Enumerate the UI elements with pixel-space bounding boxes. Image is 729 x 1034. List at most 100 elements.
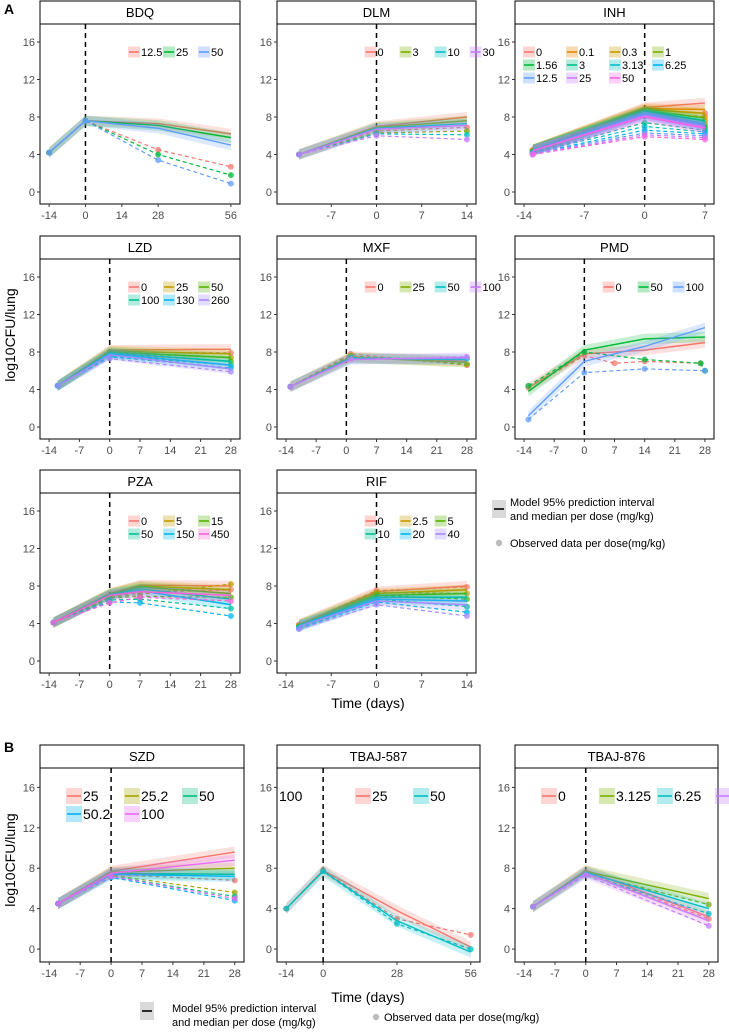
x-axis-label-a: Time (days): [331, 695, 404, 711]
observed-point-pmd-100: [581, 369, 588, 376]
legend-label-dlm-10: 10: [448, 47, 460, 59]
observed-point-rif-0: [463, 583, 470, 590]
legend-label-mxf-25: 25: [413, 282, 425, 294]
model-median-inh-50: [532, 116, 706, 152]
panel-rif: RIF 0 4 8 12 16 -14 -7 0 7 14 0 2.5 5 10 20 40: [260, 469, 477, 691]
legend-label-bdq-25: 25: [176, 47, 188, 59]
y-tick-label-pza: 4: [29, 619, 35, 631]
observed-point-pza-150: [137, 599, 143, 606]
plot-area-pza: [39, 492, 241, 674]
x-tick-label-pmd: 14: [639, 445, 651, 457]
strip-title-tbaj-587: TBAJ-587: [350, 749, 408, 764]
observed-line-szd-25-2: [57, 874, 235, 905]
legend-label-bdq-12-5: 12.5: [141, 47, 162, 59]
x-tick-label-tbaj-876: 14: [641, 968, 653, 980]
legend-label-pza-15: 15: [211, 516, 223, 528]
observed-line-tbaj-876-0: [532, 871, 709, 920]
observed-point-pza-5: [227, 581, 234, 588]
x-tick-label-tbaj-876: 21: [672, 968, 684, 980]
y-tick-label-inh: 0: [504, 187, 510, 199]
legend-label-rif-10: 10: [378, 529, 390, 541]
x-tick-label-szd: -7: [75, 968, 85, 980]
prediction-band-pza-150: [53, 585, 231, 628]
legend-label-mxf-0: 0: [378, 282, 384, 294]
y-tick-label-pza: 8: [29, 581, 35, 593]
strip-title-mxf: MXF: [363, 240, 391, 255]
x-tick-label-tbaj-876: 0: [583, 968, 589, 980]
observed-line-pza-450: [53, 596, 231, 624]
observed-point-bdq-25: [227, 172, 234, 179]
observed-point-pmd-100: [525, 416, 532, 423]
x-tick-label-inh: 0: [642, 210, 648, 222]
observed-point-mxf-25: [463, 361, 470, 368]
y-tick-label-lzd: 12: [23, 310, 35, 322]
y-axis-label-b: log10CFU/lung: [2, 813, 18, 906]
legend-label-rif-20: 20: [413, 529, 425, 541]
x-tick-label-mxf: 7: [373, 445, 379, 457]
prediction-band-dlm-30: [298, 120, 467, 160]
y-tick-label-tbaj-587: 0: [266, 944, 272, 956]
prediction-band-mxf-25: [290, 352, 467, 392]
x-tick-label-tbaj-587: 28: [391, 968, 403, 980]
panel-tbaj-876: TBAJ-8760481216-14-70714212803.1256.2512…: [498, 744, 729, 980]
legend-a: Model 95% prediction interval and median…: [492, 497, 665, 550]
x-tick-label-bdq: 0: [82, 210, 88, 222]
legend-label-szd-50-2: 50.2: [83, 806, 110, 822]
legend-label-szd-50: 50: [199, 788, 215, 804]
x-tick-label-pza: -7: [75, 679, 85, 691]
observed-line-pza-50: [53, 598, 231, 624]
observed-line-tbaj-876-3-125: [532, 872, 709, 908]
observed-point-inh-50: [641, 133, 648, 140]
y-tick-label-rif: 8: [266, 581, 272, 593]
legend-label-tbaj-876-0: 0: [558, 788, 566, 804]
prediction-band-rif-5: [298, 588, 467, 631]
x-tick-label-pmd: 21: [669, 445, 681, 457]
observed-point-mxf-100: [287, 383, 294, 390]
observed-point-szd-25: [231, 877, 238, 884]
x-tick-label-mxf: 28: [461, 445, 473, 457]
y-tick-label-tbaj-587: 8: [266, 863, 272, 875]
observed-point-pmd-100: [701, 367, 708, 374]
observed-point-tbaj-587-50: [467, 946, 474, 953]
legend-a-observed-key: [495, 539, 503, 547]
prediction-band-inh-0: [532, 97, 705, 155]
panel-szd: SZD 0 4 8 12 16 -14 -7 0 7 14 21 28 25 25.2 50 50.2 100: [23, 744, 245, 980]
y-tick-label-tbaj-876: 16: [498, 782, 510, 794]
x-tick-label-pmd: -7: [549, 445, 559, 457]
legend-tbaj-587: 100 25 50: [279, 788, 446, 804]
prediction-band-szd-100: [58, 854, 235, 910]
observed-point-bdq-50: [227, 180, 234, 187]
observed-point-dlm-30: [373, 132, 380, 139]
plot-area-tbaj-876: [514, 767, 719, 963]
x-tick-label-pmd: 0: [581, 445, 587, 457]
prediction-band-tbaj-876-12-5: [533, 867, 709, 927]
legend-label-inh-25: 25: [579, 73, 591, 85]
observed-point-bdq-50: [46, 149, 53, 156]
observed-point-pmd-50: [581, 349, 588, 355]
prediction-band-rif-0: [298, 580, 467, 630]
panel-pmd: PMD 0 4 8 12 16 -14 -7 0 7 14 21 28 0 50 100: [498, 235, 715, 457]
legend-lzd: 0 25 50 100 130 260: [128, 281, 229, 307]
x-tick-label-pmd: 28: [699, 445, 711, 457]
prediction-band-rif-2-5: [298, 584, 467, 630]
x-tick-label-szd: 14: [167, 968, 179, 980]
x-tick-label-bdq: 14: [116, 210, 128, 222]
y-tick-label-tbaj-876: 12: [498, 823, 510, 835]
x-tick-label-mxf: 21: [431, 445, 443, 457]
y-tick-label-tbaj-876: 4: [504, 904, 510, 916]
x-tick-label-tbaj-876: 7: [613, 968, 619, 980]
x-tick-label-pza: 21: [194, 679, 206, 691]
observed-point-pza-50: [227, 605, 234, 612]
prediction-band-inh-0-3: [532, 104, 705, 155]
observed-point-pza-150: [227, 613, 234, 619]
observed-point-tbaj-587-50: [320, 868, 327, 875]
legend-label-inh-0-1: 0.1: [579, 47, 594, 59]
legend-label-dlm-30: 30: [483, 47, 495, 59]
observed-point-bdq-50: [82, 117, 89, 124]
strip-title-bdq: BDQ: [126, 5, 154, 20]
plot-area-pmd: [514, 258, 715, 440]
prediction-band-inh-25: [532, 110, 705, 156]
model-median-szd-100: [57, 859, 235, 905]
